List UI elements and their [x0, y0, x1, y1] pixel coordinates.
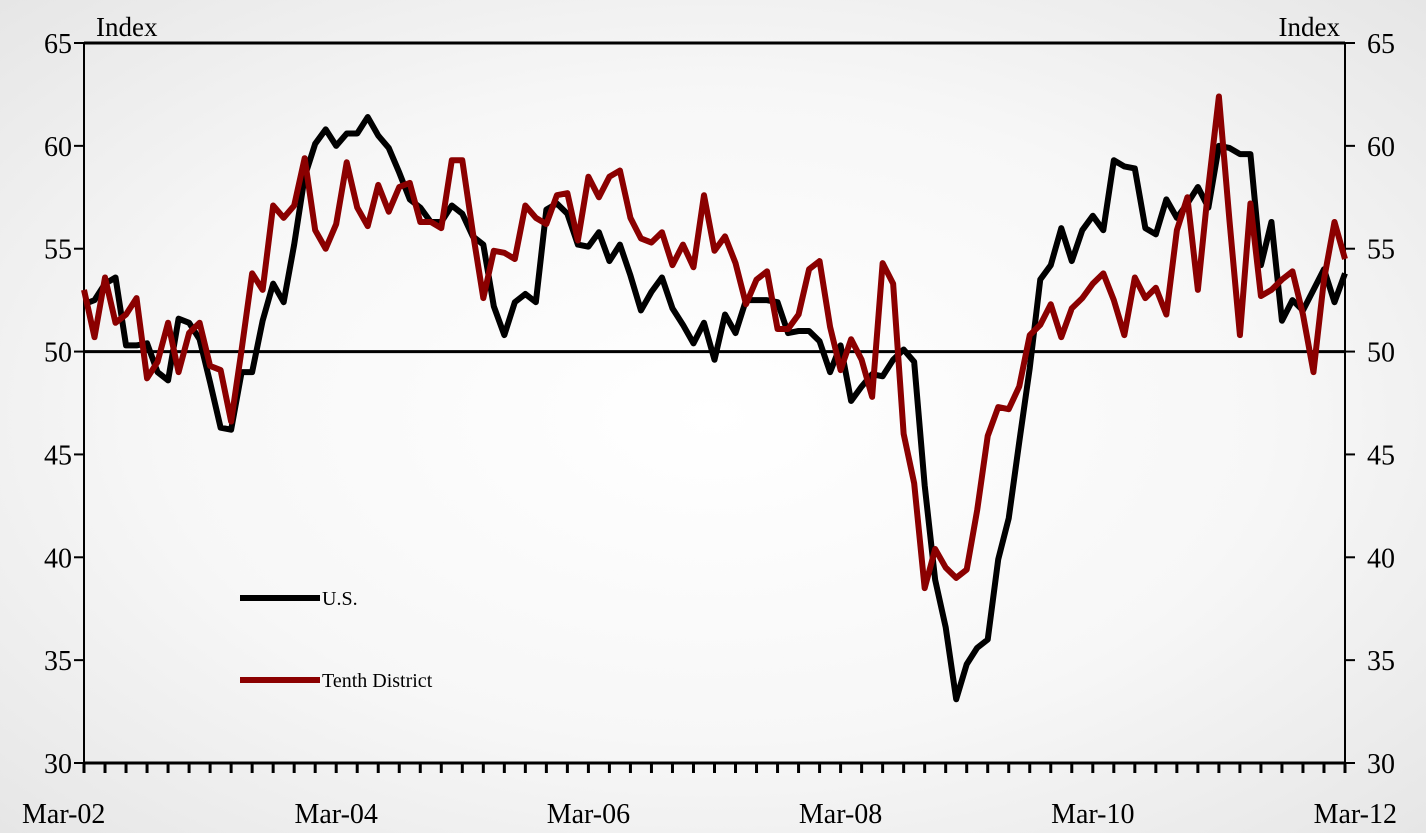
y2-tick-label: 55 — [1367, 235, 1395, 266]
y-tick-label: 35 — [44, 646, 72, 677]
y-tick-label: 40 — [44, 543, 72, 574]
y-tick-label: 65 — [44, 29, 72, 60]
series-line — [82, 114, 1348, 703]
y2-axis-label: Index — [1279, 12, 1341, 42]
y2-tick-label: 65 — [1367, 29, 1395, 60]
x-tick-label: Mar-12 — [1314, 799, 1397, 830]
legend-label: Tenth District — [322, 670, 433, 692]
x-tick-label: Mar-08 — [799, 799, 882, 830]
y2-tick-label: 40 — [1367, 543, 1395, 574]
legend-label: U.S. — [322, 588, 358, 610]
y-tick-label: 60 — [44, 132, 72, 163]
y2-tick-label: 50 — [1367, 338, 1395, 369]
series-line — [81, 93, 1348, 592]
x-tick-label: Mar-10 — [1051, 799, 1134, 830]
x-tick-label: Mar-06 — [547, 799, 630, 830]
y-tick-label: 55 — [44, 235, 72, 266]
y2-tick-label: 45 — [1367, 440, 1395, 471]
y-axis-label: Index — [96, 12, 158, 42]
y2-tick-label: 30 — [1367, 749, 1395, 780]
y-tick-label: 45 — [44, 440, 72, 471]
y2-tick-label: 60 — [1367, 132, 1395, 163]
y2-tick-label: 35 — [1367, 646, 1395, 677]
x-tick-label: Mar-04 — [294, 799, 377, 830]
y-tick-label: 30 — [44, 749, 72, 780]
x-tick-label: Mar-02 — [22, 799, 105, 830]
y-tick-label: 50 — [44, 338, 72, 369]
